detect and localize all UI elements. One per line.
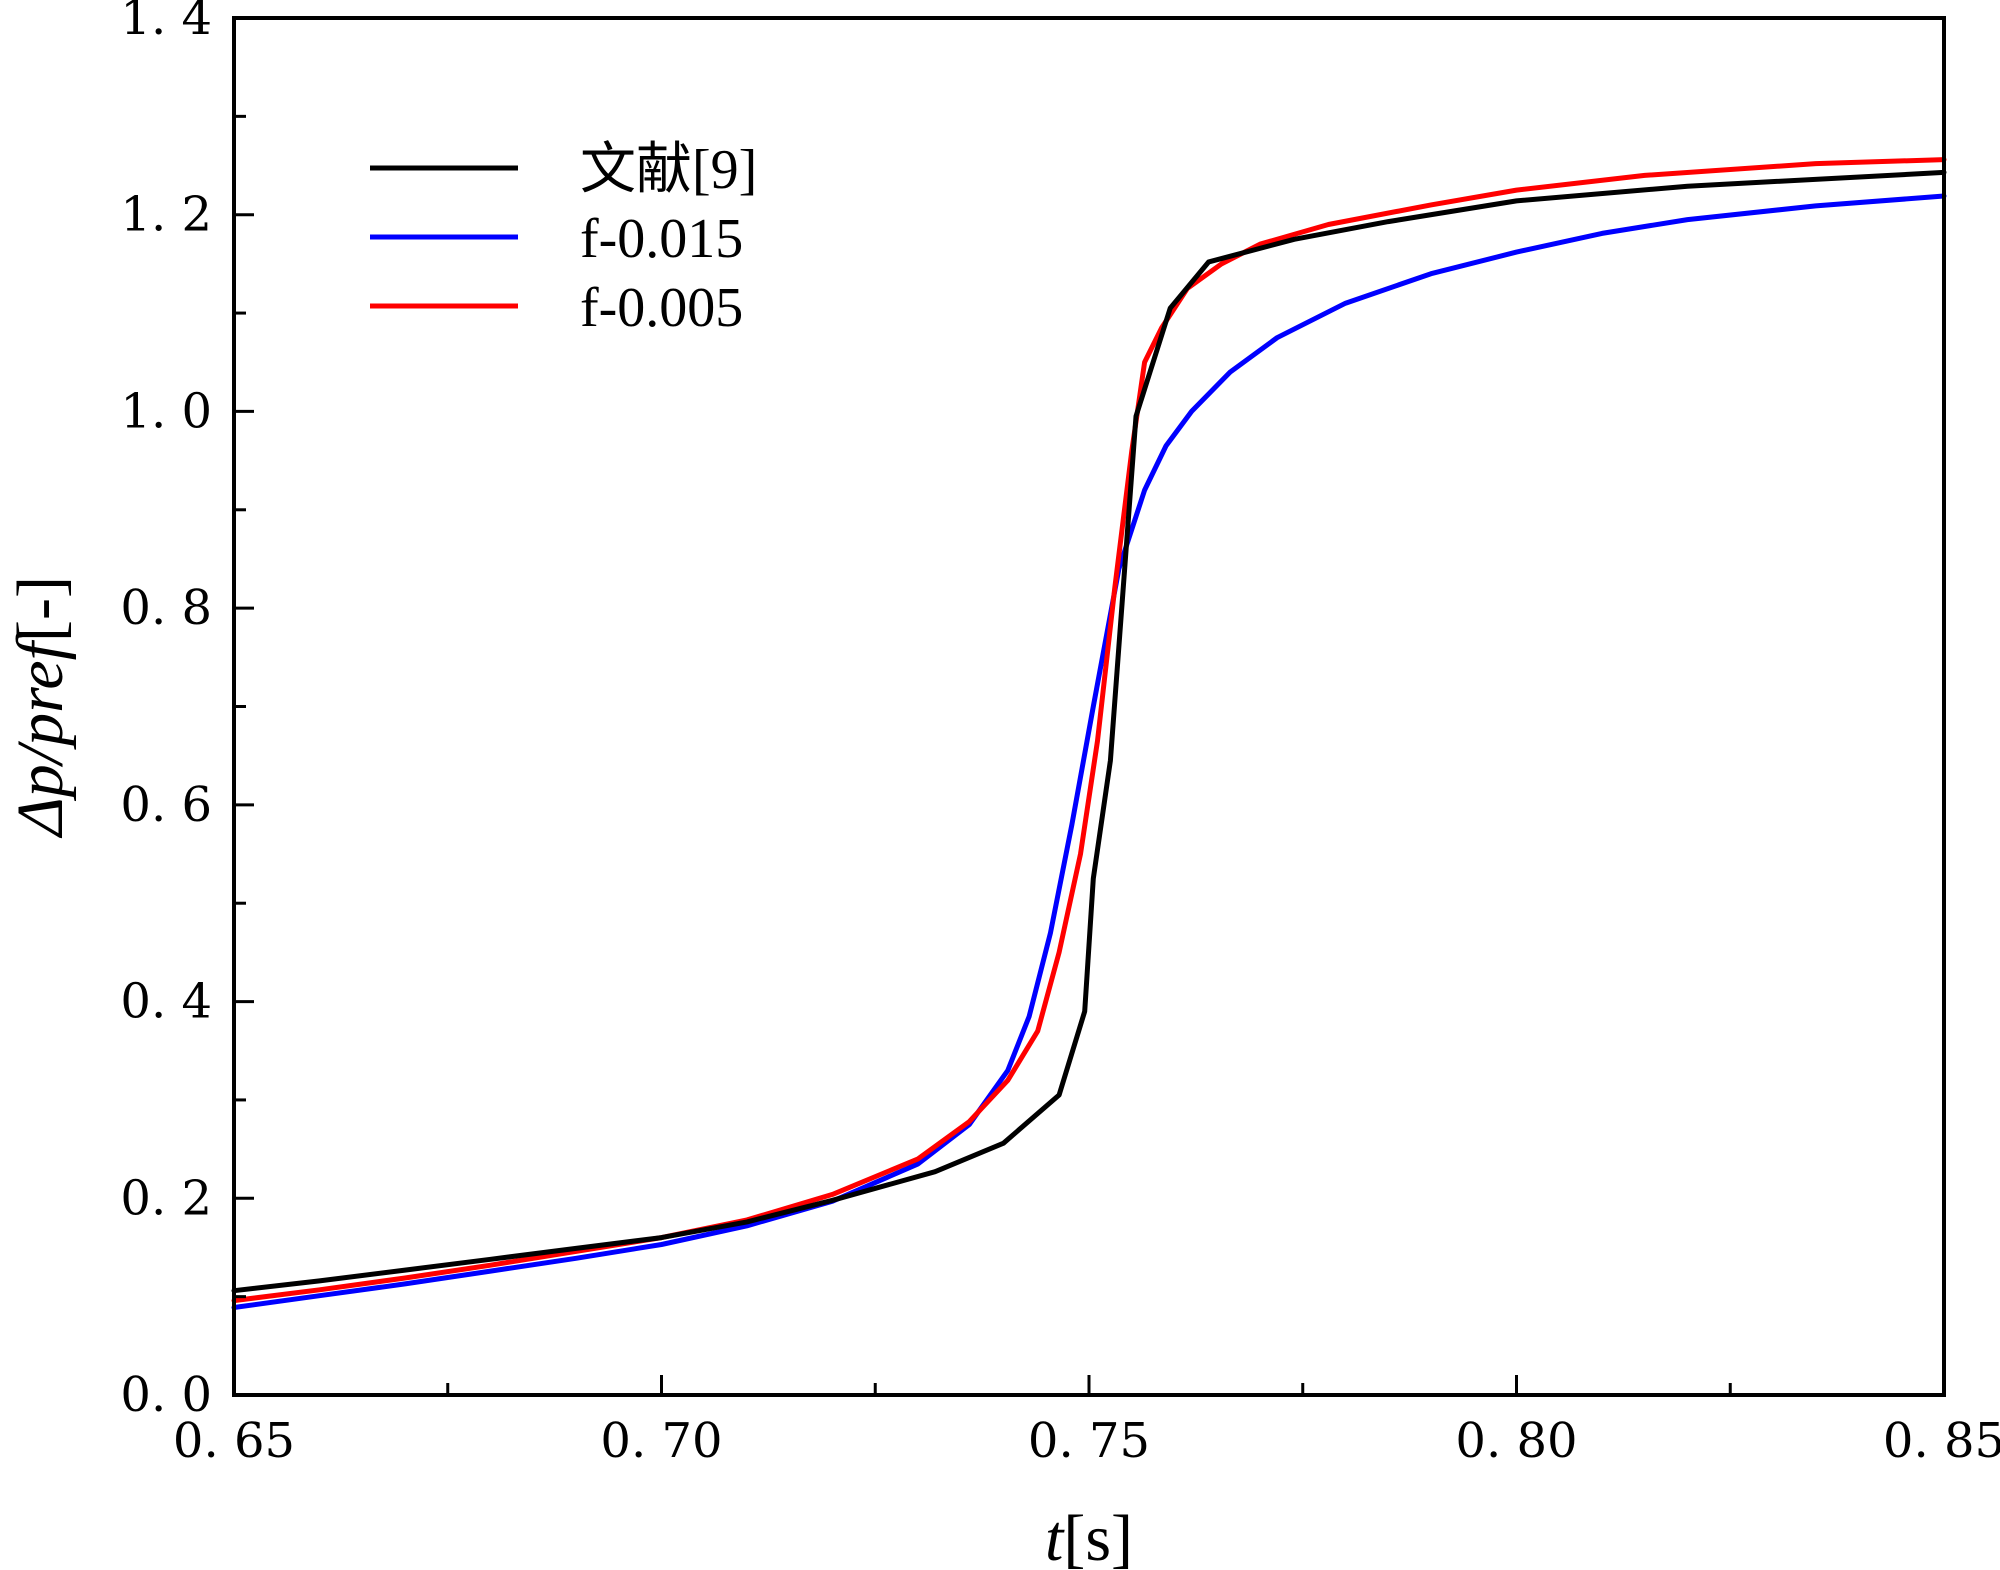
x-tick-label: 0. 65	[173, 1413, 295, 1469]
y-axis-label-symbol: Δp/pref	[4, 634, 77, 839]
series-line-1	[231, 169, 1947, 1294]
y-axis-label-unit: [-]	[4, 576, 77, 642]
x-tick-label: 0. 75	[1028, 1413, 1150, 1469]
y-tick-label: 0. 0	[120, 1367, 212, 1423]
legend-label-1: 文献[9]	[580, 139, 757, 201]
y-axis-label: Δp/pref[-]	[4, 576, 77, 839]
y-tick-label: 1. 0	[120, 383, 212, 439]
x-tick-label: 0. 70	[600, 1413, 722, 1469]
legend-label-3: f-0.005	[580, 277, 743, 339]
y-tick-label: 0. 6	[120, 777, 212, 833]
legend-label-2: f-0.015	[580, 208, 743, 270]
y-tick-label: 0. 2	[120, 1170, 212, 1226]
x-ticks: 0. 65 0. 70 0. 75 0. 80 0. 85	[173, 1375, 2000, 1469]
x-tick-label: 0. 80	[1455, 1413, 1577, 1469]
legend: 文献[9] f-0.015 f-0.005	[370, 139, 757, 339]
x-tick-label: 0. 85	[1883, 1413, 2000, 1469]
plot-frame	[232, 16, 1946, 1397]
y-tick-label: 1. 4	[120, 0, 212, 46]
x-axis-label: t[s]	[1045, 1502, 1133, 1570]
y-tick-label: 1. 2	[120, 187, 212, 243]
y-tick-label: 0. 8	[120, 580, 212, 636]
series-line-2	[231, 193, 1947, 1310]
y-ticks: 0. 0 0. 2 0. 4 0. 6 0. 8 1. 0 1. 2 1. 4	[120, 0, 254, 1423]
x-axis-label-symbol: t	[1045, 1502, 1065, 1570]
y-tick-label: 0. 4	[120, 974, 212, 1030]
x-axis-label-unit: [s]	[1063, 1502, 1133, 1570]
series-lines	[231, 157, 1947, 1310]
